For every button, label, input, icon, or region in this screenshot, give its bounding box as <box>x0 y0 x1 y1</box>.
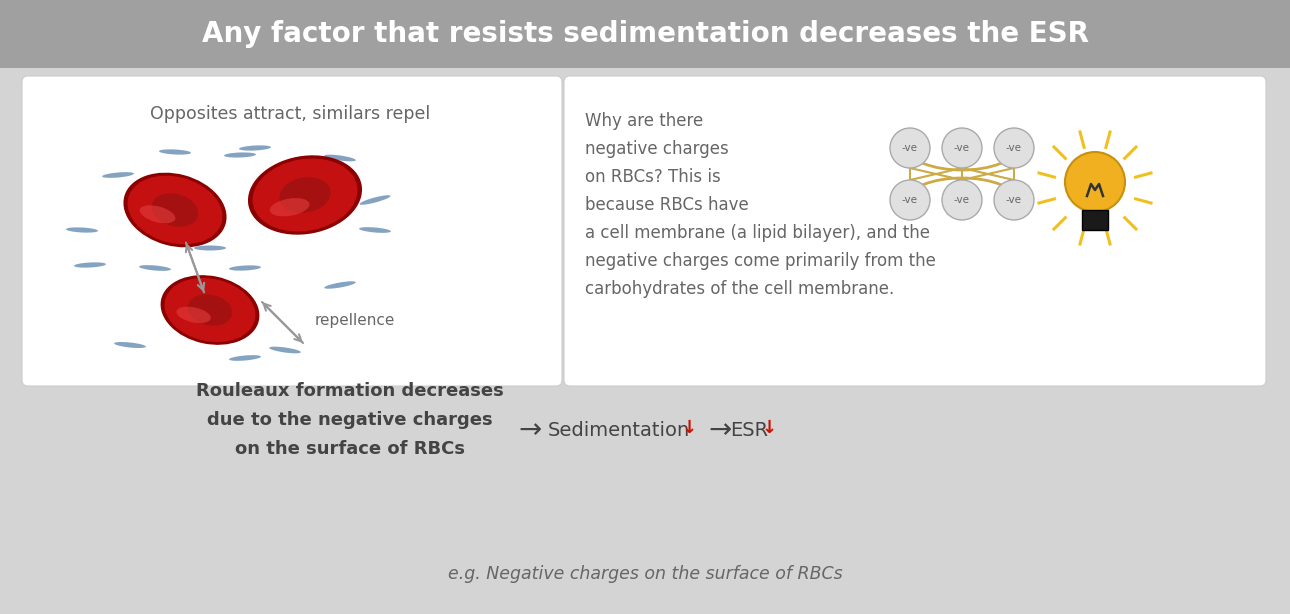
Ellipse shape <box>165 278 255 342</box>
Circle shape <box>890 128 930 168</box>
Text: negative charges come primarily from the: negative charges come primarily from the <box>584 252 935 270</box>
Text: ESR: ESR <box>730 421 768 440</box>
Ellipse shape <box>102 172 134 178</box>
FancyBboxPatch shape <box>22 76 562 386</box>
Circle shape <box>1066 152 1125 212</box>
Ellipse shape <box>128 176 222 244</box>
Text: a cell membrane (a lipid bilayer), and the: a cell membrane (a lipid bilayer), and t… <box>584 224 930 242</box>
Ellipse shape <box>194 246 226 251</box>
Ellipse shape <box>280 177 330 213</box>
Ellipse shape <box>239 146 271 150</box>
Ellipse shape <box>270 347 301 353</box>
Ellipse shape <box>248 155 362 235</box>
Ellipse shape <box>177 306 210 323</box>
Text: ↓: ↓ <box>682 419 697 437</box>
Ellipse shape <box>160 275 259 345</box>
Ellipse shape <box>224 152 255 158</box>
Text: -ve: -ve <box>1006 195 1022 205</box>
Text: -ve: -ve <box>955 143 970 153</box>
Text: Any factor that resists sedimentation decreases the ESR: Any factor that resists sedimentation de… <box>201 20 1089 48</box>
Text: -ve: -ve <box>902 195 918 205</box>
Circle shape <box>942 180 982 220</box>
Ellipse shape <box>139 205 175 223</box>
Text: because RBCs have: because RBCs have <box>584 196 748 214</box>
Ellipse shape <box>359 227 391 233</box>
Text: -ve: -ve <box>955 195 970 205</box>
Ellipse shape <box>230 355 261 361</box>
FancyBboxPatch shape <box>0 0 1290 68</box>
Ellipse shape <box>324 155 356 161</box>
Circle shape <box>890 180 930 220</box>
Text: →: → <box>519 416 542 444</box>
Ellipse shape <box>114 342 146 348</box>
Ellipse shape <box>360 195 391 205</box>
Ellipse shape <box>230 265 261 271</box>
Ellipse shape <box>139 265 172 271</box>
Ellipse shape <box>159 149 191 155</box>
Text: negative charges: negative charges <box>584 140 729 158</box>
Text: e.g. Negative charges on the surface of RBCs: e.g. Negative charges on the surface of … <box>448 565 842 583</box>
FancyBboxPatch shape <box>564 76 1265 386</box>
Ellipse shape <box>74 262 106 268</box>
Ellipse shape <box>124 173 227 247</box>
Text: Opposites attract, similars repel: Opposites attract, similars repel <box>150 105 430 123</box>
Ellipse shape <box>270 198 310 216</box>
Ellipse shape <box>253 158 357 231</box>
Text: ↓: ↓ <box>762 419 777 437</box>
Text: repellence: repellence <box>315 313 395 327</box>
Circle shape <box>995 180 1035 220</box>
FancyBboxPatch shape <box>1082 210 1108 230</box>
Text: →: → <box>708 416 731 444</box>
Ellipse shape <box>324 281 356 289</box>
Ellipse shape <box>152 193 199 227</box>
Ellipse shape <box>188 294 232 325</box>
Text: carbohydrates of the cell membrane.: carbohydrates of the cell membrane. <box>584 280 894 298</box>
Text: Sedimentation: Sedimentation <box>548 421 690 440</box>
Text: -ve: -ve <box>902 143 918 153</box>
Circle shape <box>942 128 982 168</box>
Text: -ve: -ve <box>1006 143 1022 153</box>
Text: Rouleaux formation decreases
due to the negative charges
on the surface of RBCs: Rouleaux formation decreases due to the … <box>196 382 504 458</box>
Text: on RBCs? This is: on RBCs? This is <box>584 168 721 186</box>
Ellipse shape <box>66 227 98 233</box>
Text: Why are there: Why are there <box>584 112 703 130</box>
Circle shape <box>995 128 1035 168</box>
